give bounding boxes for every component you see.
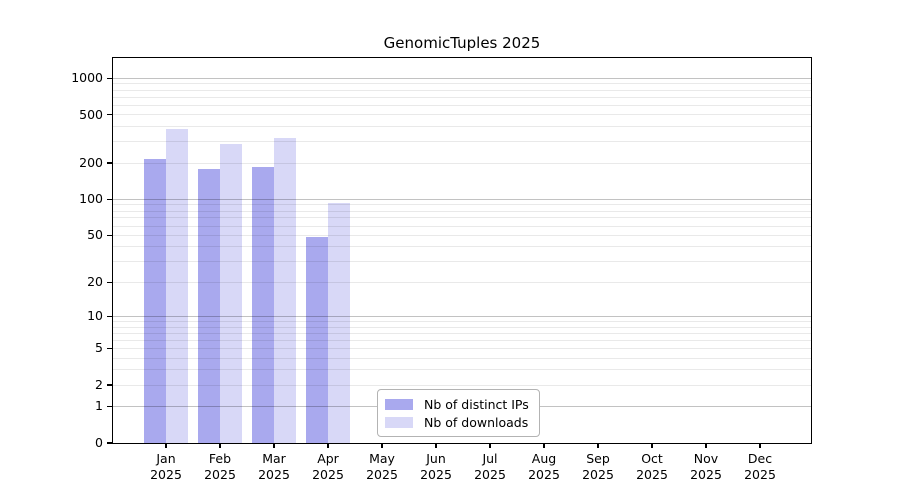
x-axis-tick-label-oct: Oct 2025	[624, 451, 680, 483]
gridline-major-1000	[113, 77, 811, 79]
bar-nb-of-downloads-mar	[274, 137, 296, 443]
x-axis-tick-label-dec: Dec 2025	[732, 451, 788, 483]
y-axis-tick-label-1000: 1000	[71, 70, 103, 86]
legend-label-distinct-ips: Nb of distinct IPs	[424, 396, 529, 412]
bar-nb-of-downloads-apr	[328, 202, 350, 443]
x-axis-tick-oct	[651, 443, 653, 448]
bar-nb-of-downloads-feb	[220, 143, 242, 443]
legend-label-downloads: Nb of downloads	[424, 414, 529, 430]
y-axis-tick-2	[107, 384, 113, 386]
x-axis-tick-label-jan: Jan 2025	[138, 451, 194, 483]
x-axis-tick-aug	[543, 443, 545, 448]
y-axis-tick-100	[107, 198, 113, 200]
year-label: 2025	[636, 467, 668, 482]
month-label: May	[369, 451, 395, 466]
x-axis-tick-may	[381, 443, 383, 448]
gridline-minor-200	[113, 162, 811, 164]
year-label: 2025	[582, 467, 614, 482]
x-axis-tick-apr	[327, 443, 329, 448]
x-axis-tick-feb	[219, 443, 221, 448]
y-axis-tick-20	[107, 281, 113, 283]
month-label: Dec	[747, 451, 773, 466]
x-axis-tick-label-sep: Sep 2025	[570, 451, 626, 483]
x-axis-tick-label-aug: Aug 2025	[516, 451, 572, 483]
gridline-minor-600	[113, 104, 811, 106]
gridline-minor-300	[113, 141, 811, 143]
gridline-minor-400	[113, 126, 811, 128]
x-axis-tick-jun	[435, 443, 437, 448]
x-axis-tick-label-feb: Feb 2025	[192, 451, 248, 483]
year-label: 2025	[528, 467, 560, 482]
x-axis-tick-jan	[165, 443, 167, 448]
month-label: Mar	[262, 451, 286, 466]
y-axis-tick-label-100: 100	[79, 191, 103, 207]
year-label: 2025	[366, 467, 398, 482]
gridline-minor-500	[113, 114, 811, 116]
bar-nb-of-downloads-jan	[166, 129, 188, 443]
legend-swatch-downloads	[385, 416, 413, 428]
x-axis-tick-nov	[705, 443, 707, 448]
legend-swatch-distinct-ips	[385, 398, 413, 410]
month-label: Feb	[208, 451, 232, 466]
y-axis-tick-0	[107, 442, 113, 444]
y-axis-tick-label-500: 500	[79, 106, 103, 122]
year-label: 2025	[420, 467, 452, 482]
y-axis-tick-label-2: 2	[95, 377, 103, 392]
y-axis-tick-1	[107, 405, 113, 407]
month-label: Jun	[426, 451, 446, 466]
y-axis-tick-200	[107, 162, 113, 164]
y-axis-tick-5	[107, 347, 113, 349]
month-label: Oct	[641, 451, 663, 466]
x-axis-tick-label-jun: Jun 2025	[408, 451, 464, 483]
chart-title: GenomicTuples 2025	[383, 34, 541, 52]
x-axis-tick-label-apr: Apr 2025	[300, 451, 356, 483]
x-axis-tick-dec	[759, 443, 761, 448]
y-axis-tick-label-1: 1	[95, 398, 103, 414]
x-axis-tick-label-may: May 2025	[354, 451, 410, 483]
x-axis-tick-sep	[597, 443, 599, 448]
year-label: 2025	[312, 467, 344, 482]
y-axis-tick-50	[107, 234, 113, 237]
y-axis-tick-10	[107, 315, 113, 317]
x-axis-tick-label-nov: Nov 2025	[678, 451, 734, 483]
y-axis-tick-500	[107, 114, 113, 116]
year-label: 2025	[150, 467, 182, 482]
gridline-minor-900	[113, 83, 811, 85]
month-label: Sep	[586, 451, 610, 466]
bar-nb-of-distinct-ips-apr	[306, 236, 328, 443]
year-label: 2025	[744, 467, 776, 482]
legend-row-distinct-ips: Nb of distinct IPs	[385, 396, 529, 412]
x-axis-tick-label-jul: Jul 2025	[462, 451, 518, 483]
year-label: 2025	[204, 467, 236, 482]
x-axis-tick-jul	[489, 443, 491, 448]
bar-nb-of-distinct-ips-mar	[252, 167, 274, 443]
month-label: Aug	[531, 451, 557, 466]
plot-area: Nb of distinct IPs Nb of downloads 0 1 2 5 1…	[71, 58, 811, 482]
month-label: Nov	[693, 451, 719, 466]
bar-nb-of-distinct-ips-feb	[198, 169, 220, 443]
year-label: 2025	[474, 467, 506, 482]
y-axis-tick-label-0: 0	[95, 435, 103, 450]
y-axis-tick-label-20: 20	[87, 274, 103, 290]
x-axis-tick-mar	[273, 443, 275, 448]
y-axis-tick-label-10: 10	[87, 308, 103, 324]
month-label: Jan	[156, 451, 176, 466]
gridline-minor-700	[113, 96, 811, 98]
x-axis-tick-label-mar: Mar 2025	[246, 451, 302, 483]
legend-row-downloads: Nb of downloads	[385, 414, 529, 430]
year-label: 2025	[690, 467, 722, 482]
year-label: 2025	[258, 467, 290, 482]
y-axis-tick-label-5: 5	[95, 340, 103, 356]
bar-nb-of-distinct-ips-jan	[144, 159, 166, 443]
month-label: Apr	[317, 451, 339, 466]
y-axis-tick-label-200: 200	[79, 155, 103, 171]
month-label: Jul	[482, 451, 498, 466]
y-axis-tick-1000	[107, 77, 113, 79]
y-axis-tick-label-50: 50	[87, 227, 103, 243]
gridline-minor-800	[113, 89, 811, 91]
legend: Nb of distinct IPs Nb of downloads	[377, 389, 540, 437]
